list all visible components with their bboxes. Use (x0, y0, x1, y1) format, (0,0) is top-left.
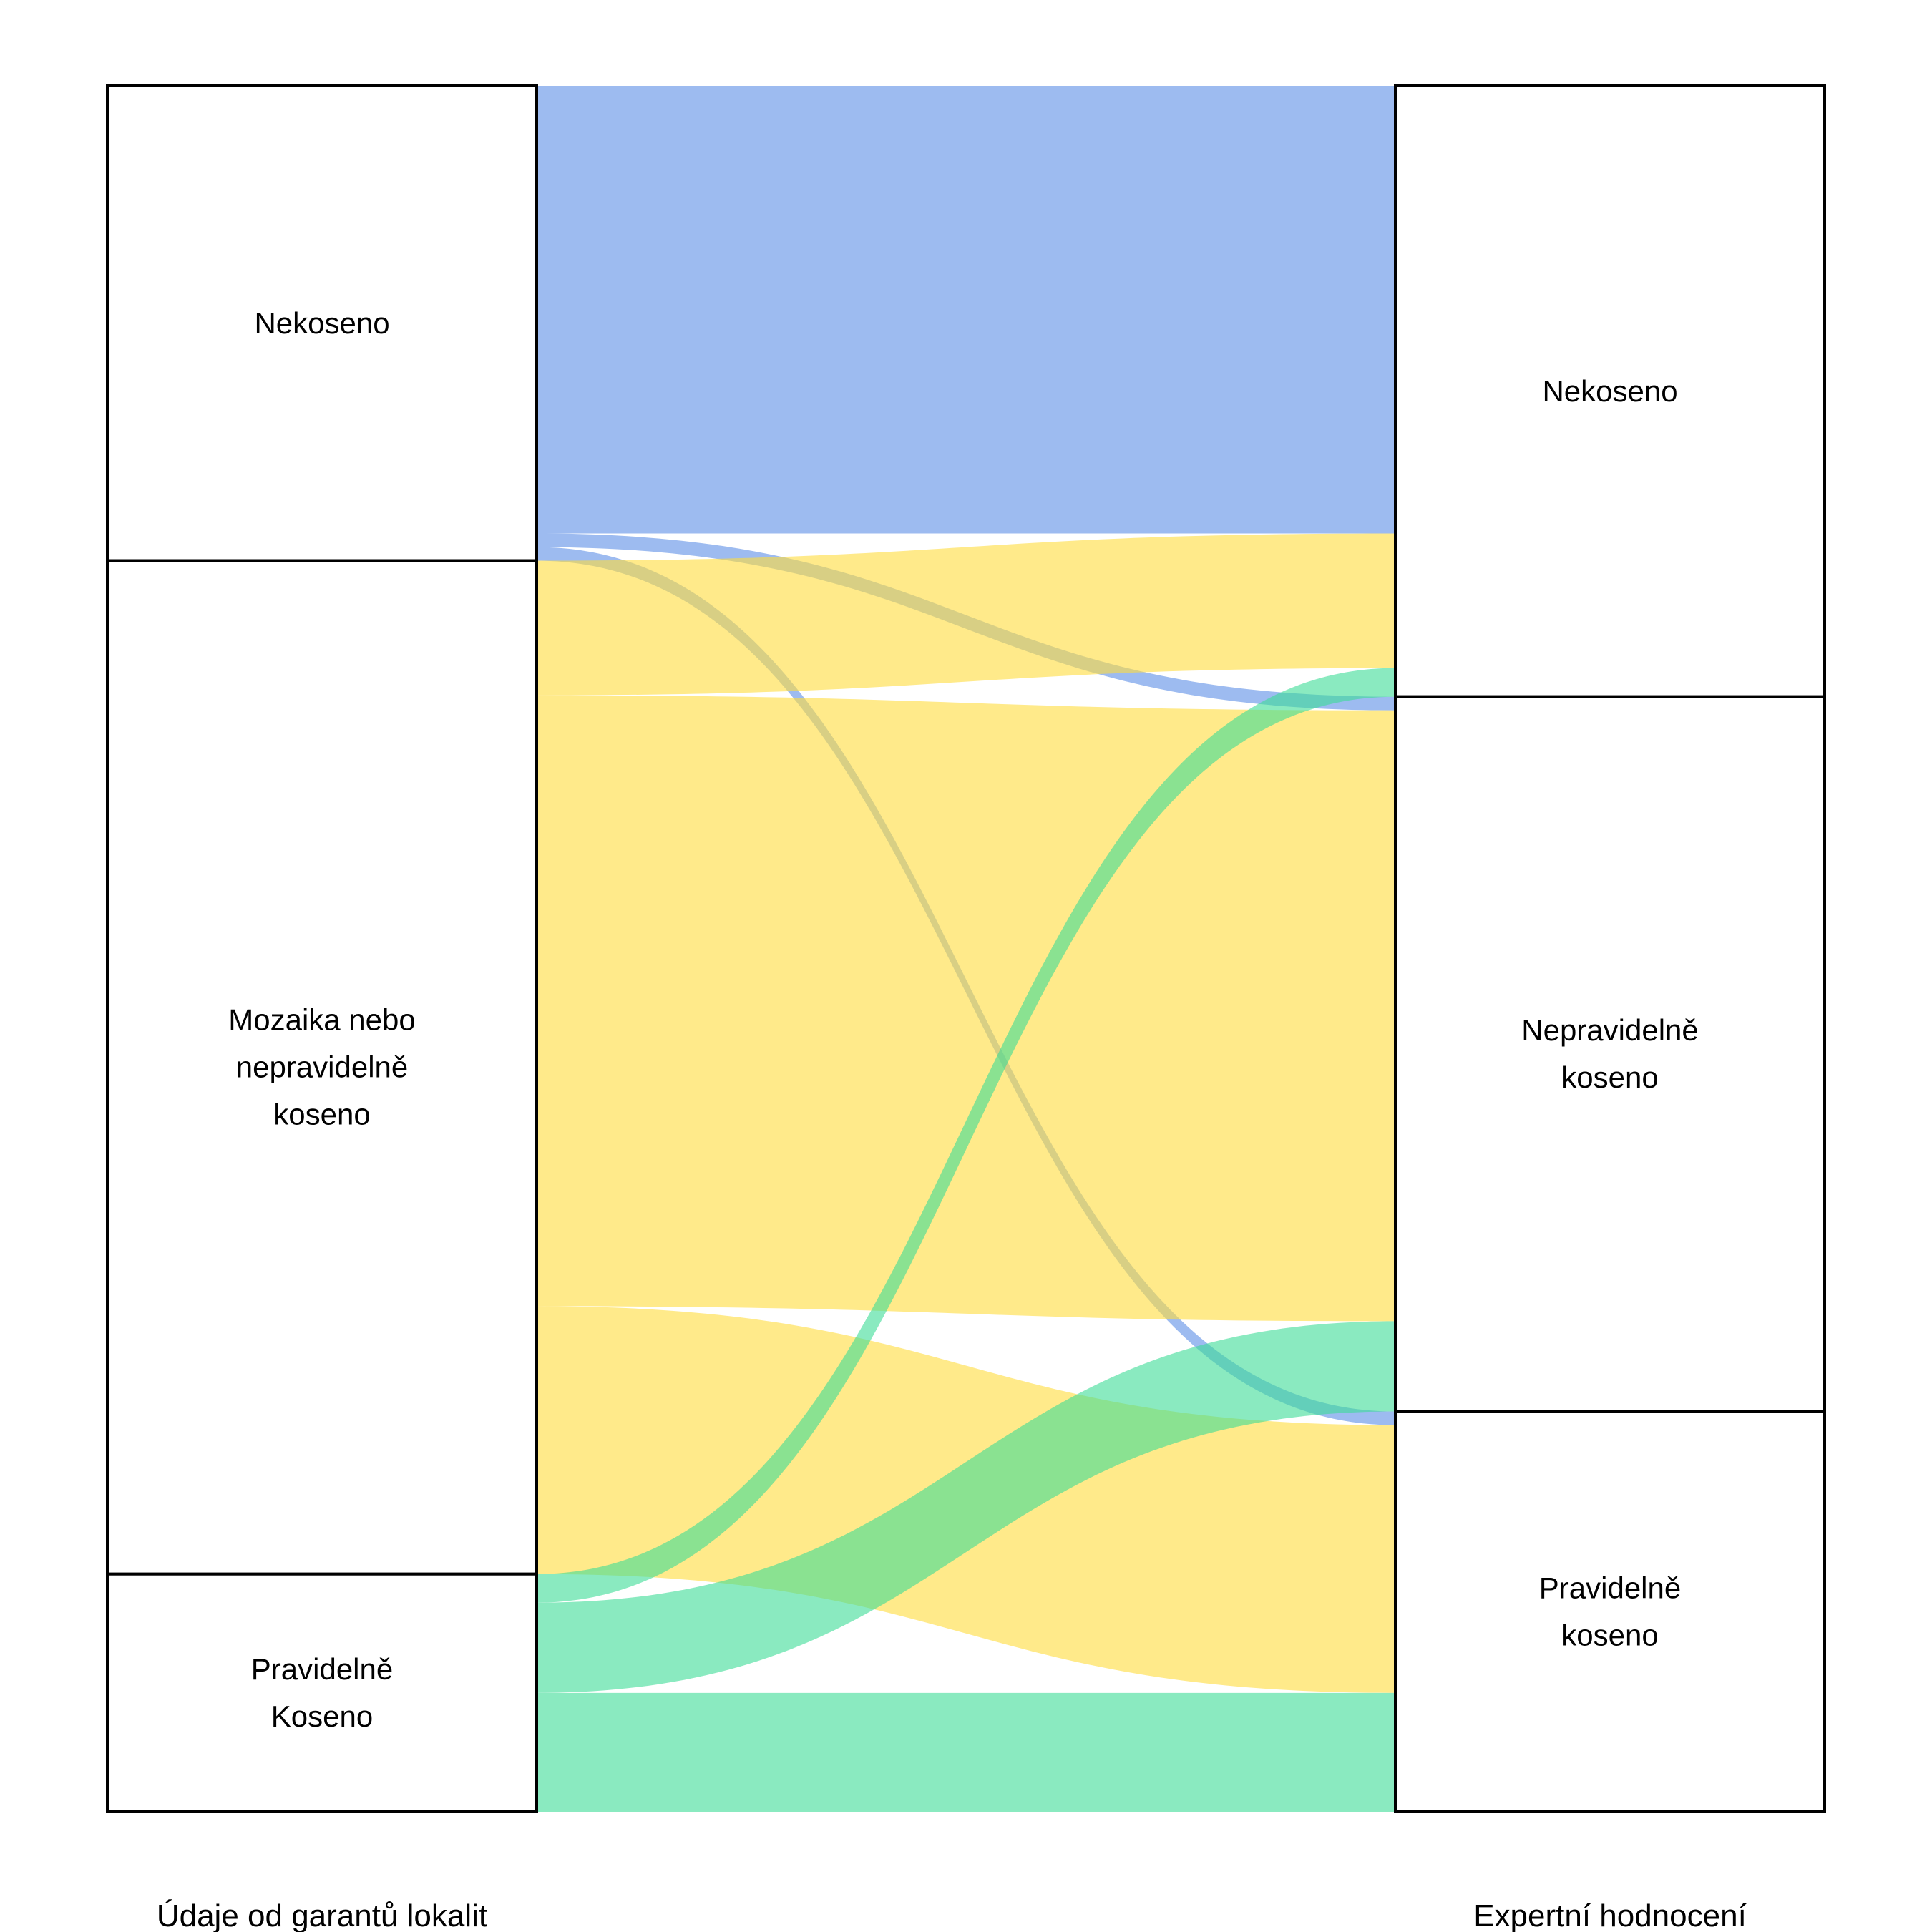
node-box-R_pra (1394, 1410, 1826, 1814)
flow-L_moz-to-R_nep (537, 695, 1395, 1322)
node-label-line: koseno (1561, 1618, 1658, 1652)
node-label-line: koseno (1561, 1060, 1658, 1094)
flow-L_moz-to-R_nek (537, 533, 1395, 696)
flow-L_nek-to-R_nek (537, 86, 1395, 534)
node-label-L_pra: Pravidelně Koseno (251, 1652, 393, 1733)
flow-L_pra-to-R_nep (537, 1321, 1395, 1693)
node-label-line: Koseno (271, 1699, 373, 1733)
flows-layer (537, 86, 1395, 1812)
node-label-line: Mozaika nebo (228, 1003, 416, 1037)
node-label-line: Nekoseno (254, 306, 389, 340)
right-axis-label: Expertní hodnocení (1473, 1898, 1747, 1932)
node-label-line: Pravidelně (251, 1652, 393, 1686)
node-label-line: Pravidelně (1539, 1571, 1681, 1604)
node-label-line: Nepravidelně (1521, 1013, 1699, 1047)
node-label-line: nepravidelně (236, 1050, 409, 1084)
flow-L_pra-to-R_nek (537, 668, 1395, 1603)
left-axis-label: Údaje od garantů lokalit (157, 1898, 487, 1932)
node-box-L_pra (106, 1572, 538, 1813)
node-box-L_nek (106, 84, 538, 562)
node-box-R_nek (1394, 84, 1826, 698)
node-label-R_nep: Nepravidelně koseno (1521, 1013, 1699, 1094)
node-label-L_moz: Mozaika nebo nepravidelně koseno (228, 1003, 416, 1131)
node-label-line: koseno (273, 1098, 370, 1131)
flow-L_pra-to-R_pra (537, 1692, 1395, 1812)
node-label-L_nek: Nekoseno (254, 306, 389, 340)
node-label-line: Nekoseno (1542, 374, 1677, 408)
node-label-R_nek: Nekoseno (1542, 374, 1677, 408)
node-label-R_pra: Pravidelně koseno (1539, 1571, 1681, 1652)
node-box-R_nep (1394, 695, 1826, 1413)
node-box-L_moz (106, 559, 538, 1576)
